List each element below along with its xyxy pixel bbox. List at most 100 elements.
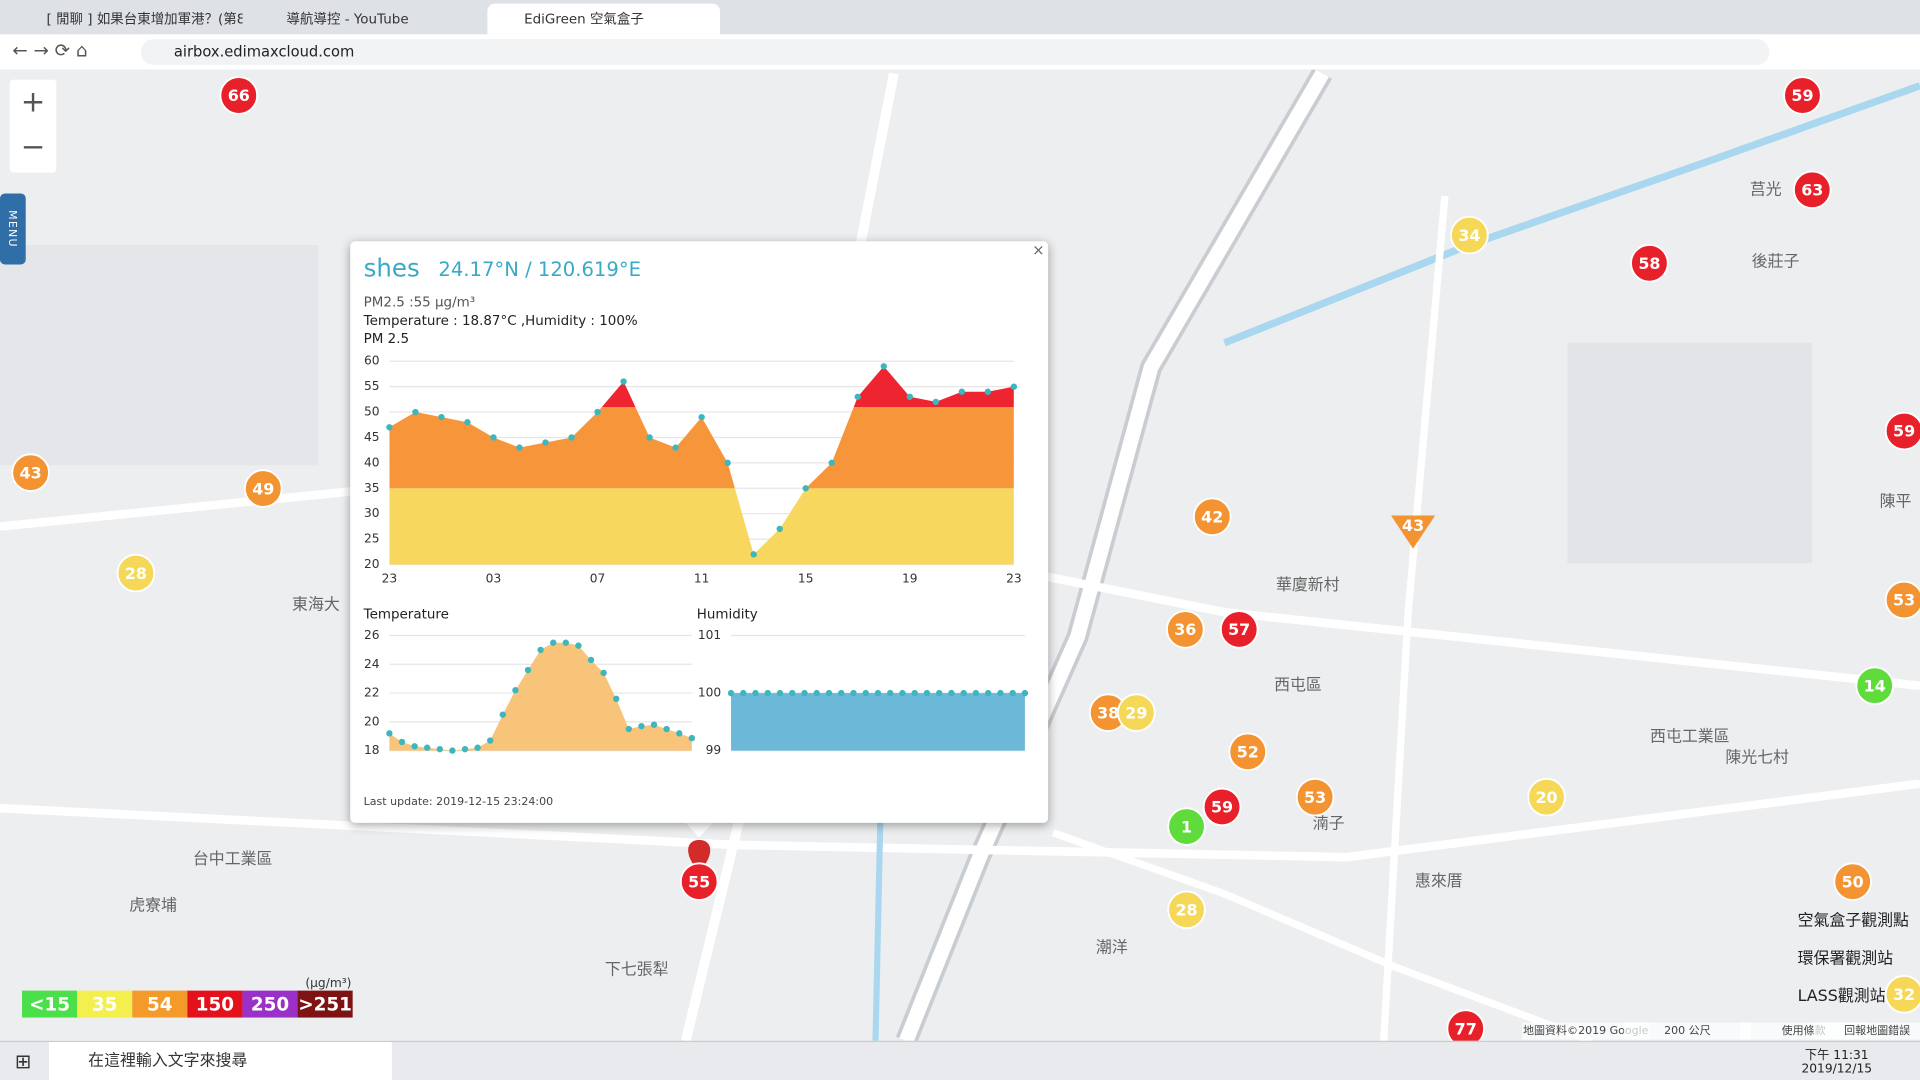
x-tick-label: 23 xyxy=(382,572,398,586)
y-tick-label: 20 xyxy=(364,714,380,728)
map-footer: 回報地圖錯誤 xyxy=(1844,1023,1910,1037)
marker-value: 55 xyxy=(688,872,710,891)
x-tick-label: 11 xyxy=(694,572,710,586)
station-marker[interactable] xyxy=(11,453,50,492)
point xyxy=(688,734,696,742)
point xyxy=(887,689,894,697)
marker-value: 66 xyxy=(228,86,250,105)
marker-value: 63 xyxy=(1801,181,1823,200)
station-marker[interactable] xyxy=(1202,787,1242,827)
station-marker[interactable] xyxy=(1228,732,1268,772)
marker-value: 38 xyxy=(1097,703,1119,722)
station-marker[interactable] xyxy=(1166,610,1205,649)
point xyxy=(650,721,658,728)
station-marker[interactable] xyxy=(1446,1009,1486,1041)
station-marker[interactable] xyxy=(1527,777,1566,817)
marker-value: 34 xyxy=(1458,226,1480,245)
station-marker[interactable] xyxy=(116,553,156,593)
popup-content: × shes 24.17°N / 120.619°E PM2.5 :55 μg/… xyxy=(363,242,1045,808)
station-marker[interactable] xyxy=(1884,580,1920,620)
start-button[interactable]: ⊞ xyxy=(14,1049,32,1073)
station-marker[interactable] xyxy=(1630,243,1669,283)
station-legend-label: LASS觀測站 xyxy=(1798,986,1886,1005)
station-marker[interactable] xyxy=(1167,890,1206,930)
point xyxy=(449,747,456,754)
point xyxy=(594,408,601,416)
url[interactable]: airbox.edimaxcloud.com xyxy=(140,39,1770,65)
marker-value: 14 xyxy=(1864,676,1886,695)
station-marker[interactable] xyxy=(1884,975,1920,1014)
place-label: 虎寮埔 xyxy=(129,896,177,915)
zoom-in[interactable]: + xyxy=(21,84,46,118)
station-marker[interactable] xyxy=(1167,807,1206,846)
point xyxy=(424,744,431,751)
block xyxy=(1567,342,1813,564)
station-marker[interactable] xyxy=(679,862,719,901)
place-label: 潮洋 xyxy=(1096,937,1128,956)
zoom-out[interactable]: − xyxy=(21,130,46,164)
point xyxy=(776,689,784,697)
tab[interactable]: 導航導控 - YouTube xyxy=(286,11,409,27)
point xyxy=(461,745,469,753)
road xyxy=(1380,195,1449,1041)
station-marker[interactable] xyxy=(1295,777,1335,817)
clock[interactable]: 下午 11:31 2019/12/15 xyxy=(1800,1044,1873,1076)
marker-value: 59 xyxy=(1893,422,1915,441)
point xyxy=(724,459,731,467)
marker-value: 43 xyxy=(1402,516,1424,535)
marker-value: 20 xyxy=(1535,788,1557,807)
station-marker[interactable] xyxy=(243,469,283,508)
tab[interactable]: EdiGreen 空氣盒子 xyxy=(487,3,721,35)
chart-title: Temperature xyxy=(363,608,449,623)
point xyxy=(436,745,443,753)
place-label: 台中工業區 xyxy=(193,849,273,868)
y-tick-label: 55 xyxy=(364,379,380,393)
point xyxy=(948,689,955,697)
marker-value: 1 xyxy=(1181,817,1192,836)
legend-label: 54 xyxy=(147,994,173,1015)
marker-value: 57 xyxy=(1228,620,1250,639)
epa-marker[interactable] xyxy=(1391,515,1436,549)
point xyxy=(825,689,833,697)
footer-bg xyxy=(1522,1022,1650,1040)
chart-title: Humidity xyxy=(697,608,758,623)
y-tick-label: 101 xyxy=(698,628,721,642)
marker-value: 32 xyxy=(1893,985,1915,1004)
nav-buttons[interactable]: ← → ⟳ ⌂ xyxy=(12,39,88,62)
date: 2019/12/15 xyxy=(1801,1062,1873,1077)
station-marker[interactable] xyxy=(1450,215,1489,255)
station-marker[interactable] xyxy=(219,76,259,115)
tab[interactable]: [ 閒聊 ] 如果台東增加軍港？(第8 xyxy=(46,11,243,27)
footer-bg xyxy=(1623,1022,1752,1040)
marker-value: 53 xyxy=(1304,788,1326,807)
station-marker[interactable] xyxy=(1219,610,1259,649)
station-legend-label: 空氣盒子觀測點 xyxy=(1798,910,1909,929)
popup: × shes 24.17°N / 120.619°E PM2.5 :55 μg/… xyxy=(350,241,1049,823)
close-button[interactable]: × xyxy=(1032,242,1044,259)
point xyxy=(972,689,980,697)
zoom-control[interactable] xyxy=(9,79,57,173)
station-marker[interactable] xyxy=(1117,693,1156,732)
marker-value: 58 xyxy=(1638,254,1660,273)
point xyxy=(838,689,845,697)
menu-label: MENU xyxy=(6,210,19,248)
y-tick-label: 50 xyxy=(364,405,380,419)
point xyxy=(386,424,393,431)
place-label: 陳光七村 xyxy=(1725,747,1789,766)
station-marker[interactable] xyxy=(1855,666,1894,706)
river xyxy=(1223,82,1920,347)
point xyxy=(854,393,861,400)
area xyxy=(601,366,1014,407)
menu-button[interactable] xyxy=(0,193,26,265)
station-marker[interactable] xyxy=(1792,170,1832,210)
chart-title: PM 2.5 xyxy=(364,332,409,347)
station-marker[interactable] xyxy=(1884,411,1920,451)
station-marker[interactable] xyxy=(1833,862,1872,901)
search-box[interactable]: 在這裡輸入文字來搜尋 xyxy=(48,1042,392,1080)
point xyxy=(698,413,705,421)
station-marker[interactable] xyxy=(1192,497,1232,537)
station-coords: 24.17°N / 120.619°E xyxy=(438,258,641,281)
station-marker[interactable] xyxy=(1783,76,1822,115)
point xyxy=(727,689,735,697)
point xyxy=(646,434,653,441)
